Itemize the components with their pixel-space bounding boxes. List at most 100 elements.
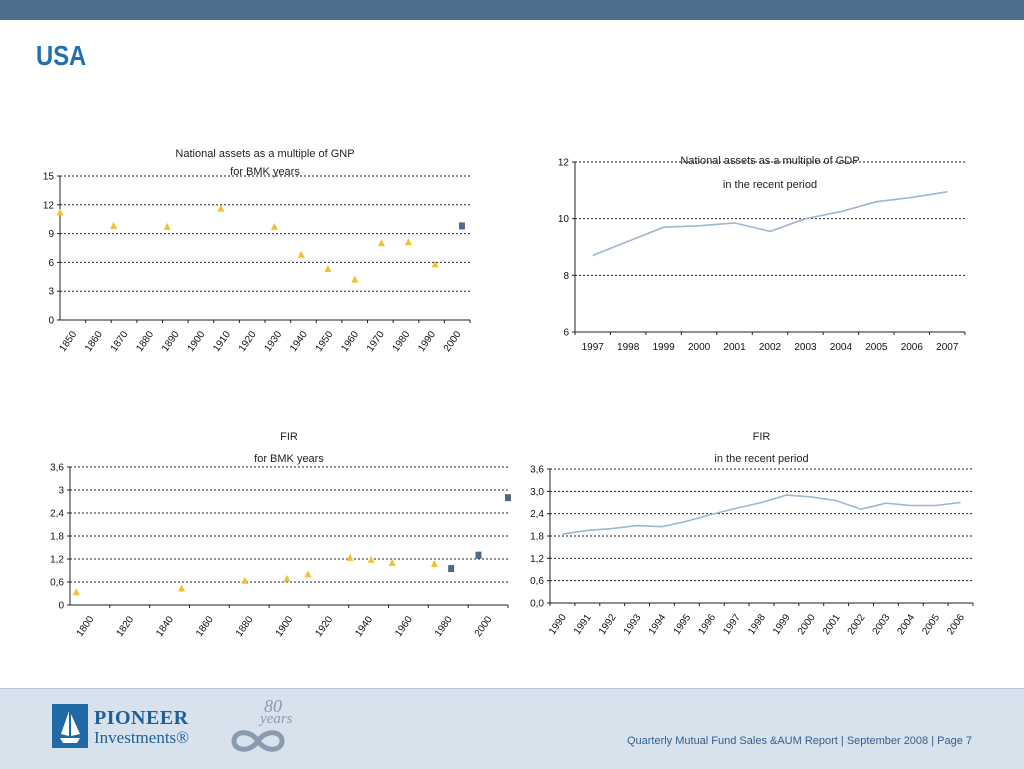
data-point-triangle (430, 559, 438, 567)
x-tick-label: 2002 (759, 342, 782, 353)
y-tick-label: 1,8 (530, 532, 544, 543)
data-point-triangle (431, 260, 439, 268)
y-tick-label: 3,6 (50, 463, 64, 474)
x-tick-label: 2003 (871, 612, 893, 637)
data-point-triangle (367, 555, 375, 563)
x-tick-label: 1920 (237, 329, 259, 354)
x-tick-label: 1920 (314, 614, 336, 639)
y-tick-label: 8 (563, 271, 569, 282)
header-bar (0, 0, 1024, 20)
chart-title-line: in the recent period (714, 453, 808, 465)
y-tick-label: 12 (43, 200, 55, 211)
y-tick-label: 9 (48, 229, 54, 240)
chart-title-line: FIR (280, 431, 298, 443)
chart-svg: FIR for BMK years 0 0,6 1,2 1,8 2,4 3 3,6 1800 182… (50, 431, 511, 639)
y-tick-label: 0 (48, 316, 54, 327)
x-tick-label: 2005 (920, 612, 942, 637)
x-tick-label: 1880 (234, 614, 256, 639)
x-tick-label: 1992 (597, 612, 619, 637)
x-tick-label: 1940 (288, 329, 310, 354)
x-tick-label: 1999 (653, 342, 676, 353)
x-tick-label: 1880 (134, 329, 156, 354)
x-tick-label: 2006 (945, 612, 967, 637)
data-point-triangle (388, 558, 396, 566)
y-tick-label: 0,6 (530, 576, 544, 587)
x-tick-label: 1940 (353, 614, 375, 639)
data-point-triangle (241, 576, 249, 584)
y-tick-label: 1,8 (50, 532, 64, 543)
x-tick-label: 1998 (746, 612, 768, 637)
x-tick-label: 1900 (186, 329, 208, 354)
x-tick-label: 1820 (114, 614, 136, 639)
logo-text-sub: Investments® (94, 728, 190, 747)
x-tick-label: 2001 (723, 342, 746, 353)
data-point-triangle (56, 208, 64, 216)
x-tick-label: 2000 (688, 342, 711, 353)
chart-title-line: for BMK years (254, 453, 324, 465)
y-tick-label: 12 (558, 158, 570, 169)
ship-logo-icon (52, 704, 88, 748)
page-title: USA (36, 40, 87, 71)
x-tick-label: 2005 (865, 342, 888, 353)
chart-title-line: National assets as a multiple of GDP (680, 155, 859, 167)
pioneer-logo: PIONEER Investments® (52, 704, 212, 750)
data-point-triangle (404, 238, 412, 246)
x-tick-label: 1910 (211, 329, 233, 354)
data-point-square (475, 551, 482, 559)
logo-text-main: PIONEER (94, 707, 189, 729)
chart-national-assets-gnp: National assets as a multiple of GNP for … (30, 140, 480, 380)
x-tick-label: 1960 (339, 329, 361, 354)
x-tick-label: 1980 (391, 329, 413, 354)
data-point-triangle (304, 570, 312, 578)
x-tick-label: 1980 (433, 614, 455, 639)
footer (0, 688, 1024, 769)
chart-fir-recent: FIR in the recent period 0,0 0,6 1,2 1,8 2,4 3,… (525, 425, 985, 650)
chart-svg: National assets as a multiple of GDP in t… (558, 155, 966, 353)
infinity-icon (231, 730, 285, 752)
x-tick-label: 1950 (314, 329, 336, 354)
x-tick-label: 1997 (721, 612, 743, 637)
x-tick-label: 1900 (274, 614, 296, 639)
data-point-triangle (72, 588, 80, 596)
x-tick-label: 2002 (846, 612, 868, 637)
x-tick-label: 1998 (617, 342, 640, 353)
x-tick-label: 1991 (572, 612, 594, 637)
anniversary-logo: 80 years (230, 696, 310, 756)
data-point-triangle (283, 574, 291, 582)
x-tick-label: 2004 (830, 342, 853, 353)
data-point-triangle (378, 239, 386, 247)
data-point-square (505, 494, 511, 502)
x-tick-label: 1930 (262, 329, 284, 354)
chart-title-line: FIR (753, 431, 771, 443)
x-tick-label: 1996 (696, 612, 718, 637)
y-tick-label: 3 (58, 486, 64, 497)
y-tick-label: 15 (43, 172, 55, 183)
x-tick-label: 1860 (194, 614, 216, 639)
y-tick-label: 0,0 (530, 599, 544, 610)
x-tick-label: 1970 (365, 329, 387, 354)
y-tick-label: 1,2 (50, 555, 64, 566)
y-tick-label: 3,6 (530, 465, 544, 476)
x-tick-label: 2000 (796, 612, 818, 637)
y-tick-label: 1,2 (530, 554, 544, 565)
chart-title-line: for BMK years (230, 166, 300, 178)
anniversary-number: 80 (264, 696, 282, 716)
y-tick-label: 10 (558, 214, 570, 225)
series-line (562, 494, 961, 535)
x-tick-label: 1995 (672, 612, 694, 637)
data-point-triangle (297, 250, 305, 258)
x-tick-label: 1870 (109, 329, 131, 354)
x-tick-label: 1840 (154, 614, 176, 639)
data-point-square (458, 222, 465, 230)
x-tick-label: 1999 (771, 612, 793, 637)
anniversary-word: years (260, 711, 293, 727)
y-tick-label: 2,4 (530, 509, 544, 520)
chart-national-assets-gdp: National assets as a multiple of GDP in t… (540, 150, 970, 375)
footer-text: Quarterly Mutual Fund Sales &AUM Report … (626, 735, 972, 747)
x-tick-label: 1993 (622, 612, 644, 637)
x-tick-label: 2006 (901, 342, 924, 353)
x-tick-label: 2000 (442, 329, 464, 354)
y-tick-label: 0 (58, 601, 64, 612)
y-tick-label: 6 (48, 258, 54, 269)
y-tick-label: 3 (48, 287, 54, 298)
